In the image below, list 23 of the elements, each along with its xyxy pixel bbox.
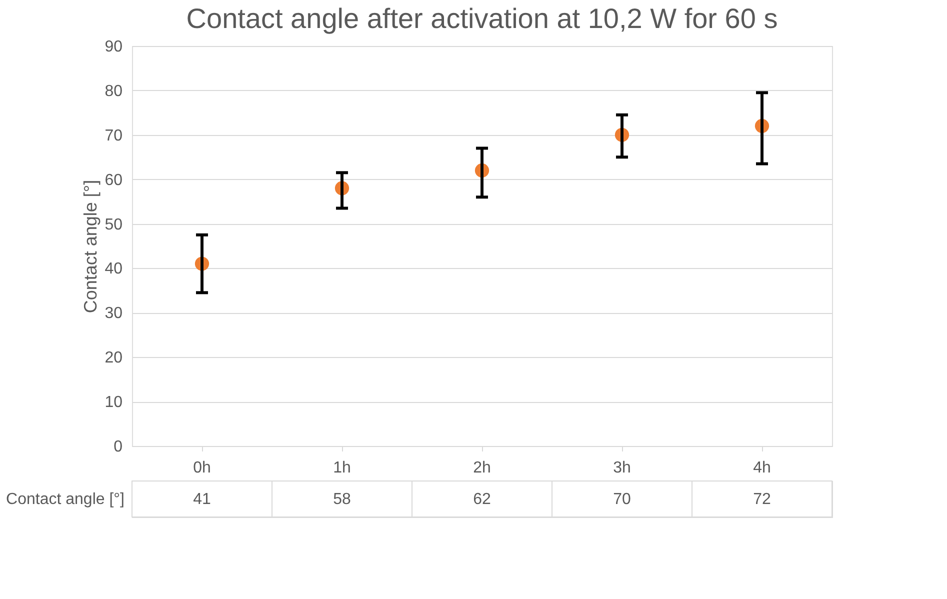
y-tick-label: 90 [104, 38, 123, 56]
y-tick-label: 40 [104, 260, 123, 278]
x-tick-label: 1h [333, 460, 351, 476]
x-tick-label: 0h [193, 460, 211, 476]
data-label: 58 [333, 491, 351, 508]
y-tick-label: 0 [114, 438, 123, 456]
data-label: 70 [613, 491, 631, 508]
y-tick-label: 60 [104, 172, 123, 189]
y-tick-label: 70 [104, 127, 123, 144]
y-tick-label: 50 [104, 216, 123, 234]
y-tick-label: 10 [104, 394, 123, 412]
y-tick-label: 30 [104, 305, 123, 322]
x-tick-label: 2h [473, 460, 491, 476]
y-tick-label: 20 [104, 350, 123, 367]
x-tick-label: 3h [613, 460, 631, 476]
data-label: 72 [753, 491, 771, 508]
y-axis-title: Contact angle [°] [80, 180, 101, 314]
text: Contact angle [°] [6, 491, 124, 508]
data-label: 62 [473, 491, 491, 508]
x-tick-label: 4h [753, 460, 771, 476]
chart-title: Contact angle after activation at 10,2 W for 60 s [186, 3, 778, 34]
data-label: 41 [193, 491, 211, 508]
y-tick-label: 80 [104, 82, 123, 100]
